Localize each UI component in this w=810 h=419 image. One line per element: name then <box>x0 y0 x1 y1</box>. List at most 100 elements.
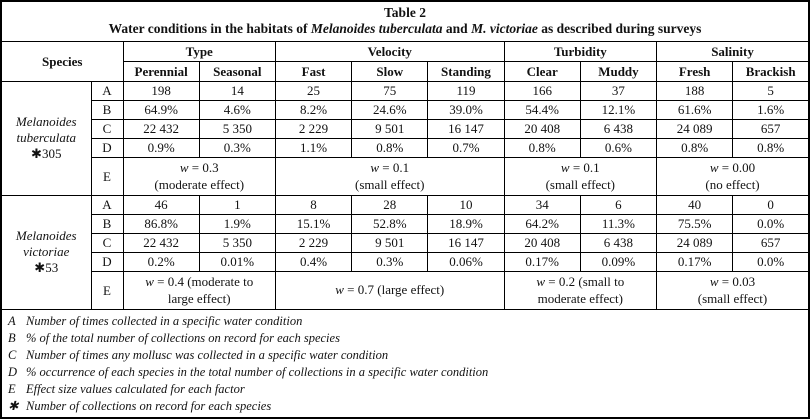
data-cell: 22 432 <box>122 119 200 139</box>
effect-cell-turbidity: w = 0.1 (small effect) <box>503 157 658 196</box>
table-row: Melanoides victoriae ✱53 A 46 1 8 28 10 … <box>0 195 810 310</box>
data-cell: 24.6% <box>351 100 429 120</box>
data-cell: 0.0% <box>732 214 810 234</box>
effect-value: = 0.00 <box>718 159 756 175</box>
table-row: Melanoides tuberculata ✱305 A 198 14 25 … <box>0 81 810 196</box>
data-cell: 52.8% <box>351 214 429 234</box>
footnote-label: D <box>8 365 18 379</box>
footnote-label: C <box>8 348 17 362</box>
data-cell: 40 <box>656 195 734 215</box>
table-row: B 86.8% 1.9% 15.1% 52.8% 18.9% 64.2% 11.… <box>1 214 810 234</box>
data-cell: 0.3% <box>198 138 276 158</box>
col-header-brackish: Brackish <box>732 61 810 82</box>
row-label: E <box>90 271 124 310</box>
footnote-text: Number of times any mollusc was collecte… <box>26 348 389 362</box>
data-cell: 5 350 <box>198 233 276 253</box>
data-cell: 86.8% <box>122 214 200 234</box>
data-cell: 22 432 <box>122 233 200 253</box>
data-cell: 0.8% <box>503 138 581 158</box>
data-cell: 10 <box>427 195 505 215</box>
effect-magnitude: (moderate effect) <box>154 176 245 192</box>
data-cell: 8 <box>274 195 353 215</box>
effect-magnitude: (small effect) <box>355 176 425 192</box>
col-group-velocity: Velocity <box>274 41 505 62</box>
data-cell: 2 229 <box>274 119 353 139</box>
title-text: as described during surveys <box>537 21 702 36</box>
effect-cell-salinity: w = 0.00 (no effect) <box>656 157 810 196</box>
col-header-muddy: Muddy <box>579 61 658 82</box>
footnote-text: Effect size values calculated for each f… <box>26 382 245 396</box>
data-cell: 34 <box>503 195 581 215</box>
footnote-text: Number of times collected in a specific … <box>26 314 303 328</box>
data-cell: 0.17% <box>656 252 734 272</box>
effect-magnitude: (small effect) <box>545 176 616 192</box>
data-cell: 6 438 <box>579 233 658 253</box>
effect-magnitude: (small effect) <box>697 290 768 306</box>
effect-value: = 0.1 <box>379 159 410 175</box>
table-row: C 22 432 5 350 2 229 9 501 16 147 20 408… <box>1 119 810 139</box>
effect-value: = 0.03 <box>718 273 756 289</box>
data-cell: 1.9% <box>198 214 276 234</box>
data-cell: 188 <box>656 81 734 101</box>
data-cell: 9 501 <box>351 119 429 139</box>
data-cell: 0.06% <box>427 252 505 272</box>
data-cell: 64.2% <box>503 214 581 234</box>
effect-cell-type: w = 0.3 (moderate effect) <box>122 157 276 196</box>
col-header-standing: Standing <box>427 61 505 82</box>
data-cell: 657 <box>732 233 810 253</box>
data-cell: 25 <box>274 81 353 101</box>
data-cell: 46 <box>122 195 200 215</box>
col-header-clear: Clear <box>503 61 581 82</box>
species-cell-victoriae: Melanoides victoriae ✱53 <box>0 195 92 310</box>
data-cell: 28 <box>351 195 429 215</box>
data-cell: 11.3% <box>579 214 658 234</box>
footnote: E Effect size values calculated for each … <box>8 381 802 398</box>
data-cell: 61.6% <box>656 100 734 120</box>
data-cell: 39.0% <box>427 100 505 120</box>
effect-value: = 0.4 (moderate to <box>153 273 254 289</box>
footnote-text: % of the total number of collections on … <box>26 331 340 345</box>
species-epithet: victoriae <box>23 244 70 260</box>
data-cell: 75 <box>351 81 429 101</box>
data-cell: 14 <box>198 81 276 101</box>
row-label: D <box>90 138 124 158</box>
data-cell: 2 229 <box>274 233 353 253</box>
footnote-text: % occurrence of each species in the tota… <box>26 365 489 379</box>
footnotes-row: A Number of times collected in a specific… <box>0 309 810 419</box>
effect-size-row: E w = 0.4 (moderate to large effect) w =… <box>1 271 810 310</box>
row-label: C <box>90 233 124 253</box>
col-group-salinity: Salinity <box>656 41 810 62</box>
data-cell: 0.2% <box>122 252 200 272</box>
stat-symbol: w <box>709 273 719 289</box>
data-cell: 0.17% <box>503 252 581 272</box>
effect-size-row: E w = 0.3 (moderate effect) w = 0.1 (sma… <box>1 157 810 196</box>
effect-cell-type: w = 0.4 (moderate to large effect) <box>122 271 276 310</box>
data-cell: 24 089 <box>656 233 734 253</box>
table-title: Water conditions in the habitats of Mela… <box>4 21 806 37</box>
effect-magnitude: moderate effect) <box>537 290 623 306</box>
table-row: B 64.9% 4.6% 8.2% 24.6% 39.0% 54.4% 12.1… <box>1 100 810 120</box>
data-cell: 0.8% <box>732 138 810 158</box>
footnote: C Number of times any mollusc was collect… <box>8 347 802 364</box>
data-cell: 0.3% <box>351 252 429 272</box>
data-cell: 20 408 <box>503 119 581 139</box>
row-label: A <box>90 81 124 101</box>
row-label: C <box>90 119 124 139</box>
data-cell: 0.0% <box>732 252 810 272</box>
footnote: ✱ Number of collections on record for eac… <box>8 398 802 415</box>
data-cell: 5 <box>732 81 810 101</box>
row-label: E <box>90 157 124 196</box>
species-genus: Melanoides <box>15 113 77 129</box>
col-header-slow: Slow <box>351 61 429 82</box>
data-cell: 24 089 <box>656 119 734 139</box>
row-label: B <box>90 100 124 120</box>
stat-symbol: w <box>709 159 719 175</box>
data-cell: 0.01% <box>198 252 276 272</box>
data-cell: 0.09% <box>579 252 658 272</box>
table-number: Table 2 <box>384 5 426 20</box>
footnote-label: B <box>8 331 16 345</box>
effect-cell-velocity: w = 0.7 (large effect) <box>274 271 505 310</box>
data-cell: 6 <box>579 195 658 215</box>
